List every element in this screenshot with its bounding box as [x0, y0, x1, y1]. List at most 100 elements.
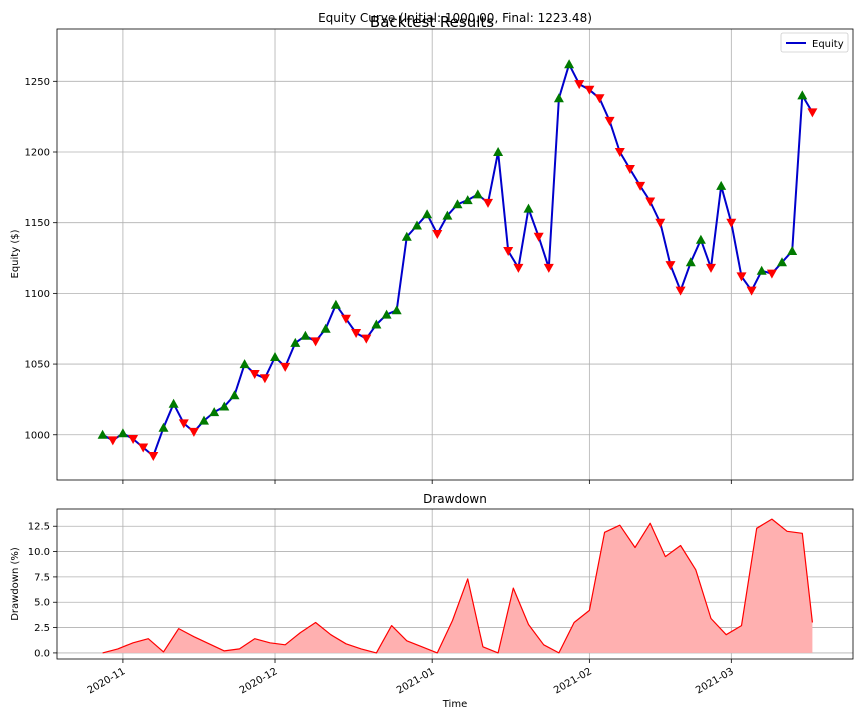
buy-marker: [229, 390, 240, 400]
drawdown-y-tick-label: 12.5: [28, 522, 50, 533]
sell-marker: [655, 218, 666, 228]
figure-suptitle: Backtest Results: [370, 13, 494, 31]
buy-marker: [290, 337, 301, 347]
drawdown-y-tick-label: 0.0: [34, 648, 50, 659]
sell-marker: [178, 419, 189, 429]
buy-marker: [209, 407, 220, 417]
sell-marker: [107, 436, 118, 446]
buy-marker: [472, 189, 483, 199]
sell-marker: [503, 247, 514, 256]
drawdown-x-axis-label: Time: [442, 699, 467, 710]
sell-marker: [766, 269, 777, 279]
equity-y-tick-label: 1200: [25, 148, 50, 159]
buy-marker: [422, 209, 433, 219]
legend-box: [780, 32, 849, 53]
sell-marker: [249, 370, 260, 379]
sell-marker: [807, 108, 818, 118]
drawdown-x-tick-label: 2020-11: [86, 666, 128, 696]
sell-marker: [513, 263, 524, 273]
sell-marker: [280, 362, 291, 372]
drawdown-axes-frame: [56, 508, 854, 660]
sell-marker: [351, 329, 362, 338]
sell-marker: [128, 435, 139, 444]
sell-marker: [584, 85, 595, 95]
equity-axes-frame: [56, 28, 854, 481]
buy-marker: [158, 422, 169, 432]
sell-marker: [675, 286, 686, 296]
buy-marker: [239, 359, 250, 369]
sell-marker: [746, 286, 757, 296]
buy-marker: [695, 234, 706, 244]
drawdown-x-tick-label: 2021-01: [395, 666, 437, 696]
equity-y-tick-label: 1150: [25, 218, 50, 229]
buy-marker: [117, 428, 128, 438]
buy-marker: [564, 59, 575, 69]
buy-marker: [168, 398, 179, 408]
equity-gridlines: [57, 29, 853, 480]
sell-marker: [645, 197, 656, 207]
buy-marker: [391, 305, 402, 315]
drawdown-x-tick-label: 2020-12: [238, 666, 280, 696]
sell-marker: [604, 116, 615, 126]
trade-markers: [97, 59, 818, 461]
buy-marker: [270, 352, 280, 361]
equity-chart-title: Equity Curve (Initial: 1000.00, Final: 1…: [318, 11, 592, 25]
buy-marker: [462, 195, 473, 205]
sell-marker: [594, 94, 605, 104]
sell-marker: [533, 232, 544, 242]
drawdown-series-line: [102, 518, 813, 654]
buy-marker: [797, 90, 808, 100]
equity-legend: Equity: [780, 32, 849, 53]
equity-y-axis-label: Equity ($): [10, 229, 21, 278]
buy-marker: [777, 257, 787, 267]
sell-marker: [736, 272, 747, 282]
buy-marker: [199, 415, 209, 425]
buy-marker: [787, 246, 798, 255]
drawdown-area: [102, 519, 813, 653]
buy-marker: [330, 299, 341, 309]
equity-y-tick-label: 1100: [25, 289, 50, 300]
legend-equity-label: Equity: [812, 39, 844, 50]
drawdown-y-tick-label: 5.0: [34, 598, 50, 609]
sell-marker: [138, 443, 149, 453]
drawdown-chart-title: Drawdown: [423, 492, 487, 506]
buy-marker: [553, 93, 564, 103]
equity-y-tick-label: 1000: [25, 430, 50, 441]
sell-marker: [432, 230, 443, 239]
drawdown-panel: Drawdown 2020-11 2020-12 2021-01 2021-02 202…: [10, 492, 854, 710]
sell-marker: [483, 198, 493, 208]
equity-ticks: 1000 1050 1100 1150 1200 1250: [25, 77, 732, 484]
sell-marker: [624, 165, 635, 174]
sell-marker: [341, 314, 351, 324]
equity-y-tick-label: 1050: [25, 360, 50, 371]
equity-panel: Equity Curve (Initial: 1000.00, Final: 1…: [10, 11, 854, 484]
buy-marker: [756, 265, 767, 275]
sell-marker: [259, 374, 270, 384]
buy-marker: [523, 203, 534, 213]
buy-marker: [716, 180, 727, 190]
sell-marker: [361, 334, 372, 344]
buy-marker: [493, 147, 504, 156]
drawdown-y-tick-label: 2.5: [34, 623, 50, 634]
sell-marker: [148, 452, 159, 461]
equity-series-line: [102, 63, 814, 457]
buy-marker: [412, 220, 422, 230]
sell-marker: [706, 263, 716, 273]
drawdown-y-axis-label: Drawdown (%): [10, 547, 21, 621]
buy-marker: [401, 231, 412, 241]
buy-marker: [300, 330, 311, 340]
sell-marker: [543, 263, 554, 273]
sell-marker: [310, 337, 321, 347]
sell-marker: [574, 80, 585, 90]
buy-marker: [320, 323, 331, 333]
buy-marker: [452, 199, 463, 209]
equity-y-tick-label: 1250: [25, 77, 50, 88]
drawdown-y-tick-label: 7.5: [34, 572, 50, 583]
sell-marker: [614, 148, 625, 157]
sell-marker: [665, 261, 676, 271]
drawdown-y-tick-label: 10.0: [28, 547, 50, 558]
drawdown-x-tick-label: 2021-02: [552, 666, 594, 696]
sell-marker: [188, 427, 199, 437]
buy-marker: [381, 309, 392, 319]
